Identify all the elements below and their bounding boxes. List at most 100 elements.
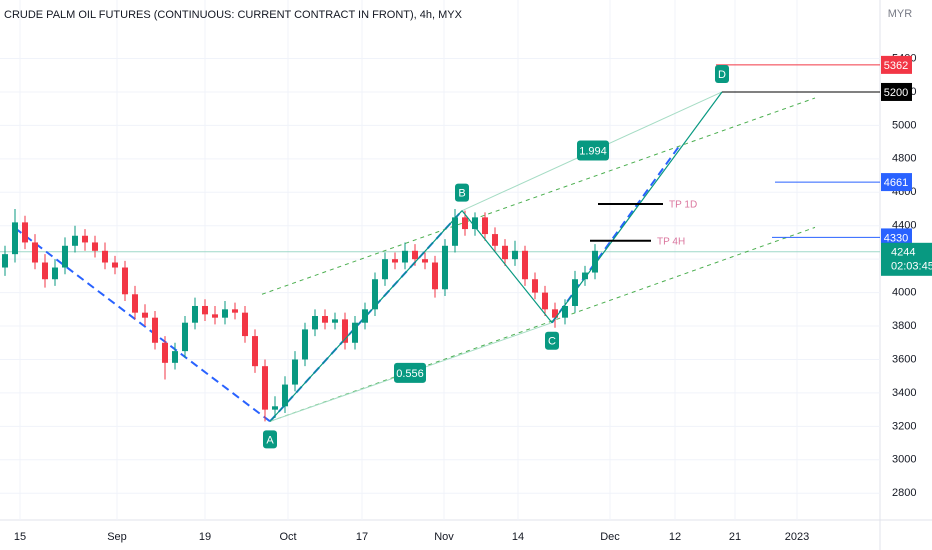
price-tag: [881, 228, 912, 247]
x-tick-label: Nov: [434, 531, 454, 543]
trend-line: [269, 226, 816, 422]
candle-body: [162, 342, 168, 363]
ratio-box: [577, 140, 609, 161]
candle-body: [232, 309, 238, 313]
price-tag-label: 5200: [884, 87, 908, 99]
pattern-point-box: [715, 64, 729, 83]
candle-body: [282, 384, 288, 407]
candle-body: [312, 316, 318, 330]
pattern-leg: [461, 210, 553, 324]
candle-body: [222, 309, 228, 318]
pattern-leg: [269, 210, 463, 422]
candle-body: [422, 259, 428, 263]
candle-body: [172, 351, 178, 363]
candle-body: [452, 217, 458, 246]
target-label: TP 4H: [657, 236, 685, 247]
candle-body: [112, 262, 118, 268]
candle-body: [592, 250, 598, 273]
last-price-label: 4244: [891, 247, 915, 259]
pattern-point-box: [455, 183, 469, 202]
price-tag: [881, 55, 912, 74]
candle-body: [582, 272, 588, 280]
x-tick-label: 21: [729, 531, 741, 543]
candle-body: [202, 305, 208, 315]
candle-body: [22, 222, 28, 243]
candle-body: [562, 305, 568, 318]
x-tick-label: 17: [356, 531, 368, 543]
x-tick-label: 15: [14, 531, 26, 543]
pattern-point-label: D: [718, 69, 726, 81]
ratio-label: 0.556: [396, 368, 424, 380]
candle-body: [342, 319, 348, 343]
chart-title: CRUDE PALM OIL FUTURES (CONTINUOUS: CURR…: [4, 9, 463, 21]
y-tick-label: 4000: [892, 287, 916, 299]
pattern-point-box: [263, 430, 277, 449]
currency: MYR: [888, 8, 913, 20]
x-tick-label: 2023: [785, 531, 809, 543]
candle-body: [492, 234, 498, 246]
candle-body: [122, 267, 128, 295]
candle-body: [462, 217, 468, 230]
candle-body: [242, 312, 248, 337]
candle-body: [32, 242, 38, 263]
x-tick-label: 14: [512, 531, 524, 543]
y-tick-label: 3000: [892, 454, 916, 466]
y-tick-label: 4800: [892, 153, 916, 165]
candle-body: [572, 279, 578, 306]
candle-body: [82, 235, 88, 243]
pattern-leg: [551, 91, 723, 324]
y-tick-label: 2800: [892, 487, 916, 499]
pattern-point-label: C: [548, 336, 556, 348]
last-price-tag: [881, 242, 932, 276]
candle-body: [212, 314, 218, 318]
candle-body: [392, 259, 398, 263]
candle-body: [12, 222, 18, 255]
plot: [0, 0, 880, 520]
x-tick-label: Oct: [279, 531, 296, 543]
candle-body: [332, 319, 338, 323]
candle-body: [412, 250, 418, 260]
y-tick-label: 3200: [892, 420, 916, 432]
candle-body: [382, 259, 388, 280]
candle-body: [52, 267, 58, 280]
trend-line: [261, 97, 816, 295]
target-label: TP 1D: [669, 200, 697, 211]
candle-body: [472, 217, 478, 230]
candle-body: [302, 329, 308, 360]
candle-body: [42, 262, 48, 280]
candle-body: [252, 336, 258, 367]
candle-body: [542, 292, 548, 310]
candle-body: [292, 359, 298, 385]
x-tick-label: 12: [669, 531, 681, 543]
x-tick-label: Sep: [107, 531, 127, 543]
y-tick-label: 3400: [892, 387, 916, 399]
candle-body: [512, 250, 518, 260]
candle-body: [72, 235, 78, 246]
candle-body: [102, 250, 108, 263]
x-tick-label: 19: [199, 531, 211, 543]
candle-body: [92, 242, 98, 251]
ratio-label: 1.994: [579, 145, 607, 157]
candle-body: [62, 245, 68, 268]
price-tag-label: 4330: [884, 232, 908, 244]
candle-body: [272, 406, 278, 410]
pattern-point-box: [545, 331, 559, 350]
candle-body: [262, 366, 268, 410]
candle-body: [352, 322, 358, 343]
y-tick-label: 3600: [892, 353, 916, 365]
candle-body: [152, 317, 158, 343]
ratio-box: [394, 362, 426, 383]
candle-body: [182, 322, 188, 352]
trend-line: [14, 227, 271, 423]
candle-body: [552, 309, 558, 318]
x-tick-label: Dec: [600, 531, 620, 543]
countdown: 02:03:45: [891, 261, 932, 273]
candle-body: [522, 250, 528, 280]
candle-body: [372, 279, 378, 310]
candle-body: [442, 245, 448, 290]
price-tag: [881, 173, 912, 192]
pattern-point-label: B: [458, 188, 465, 200]
candle-body: [402, 250, 408, 263]
